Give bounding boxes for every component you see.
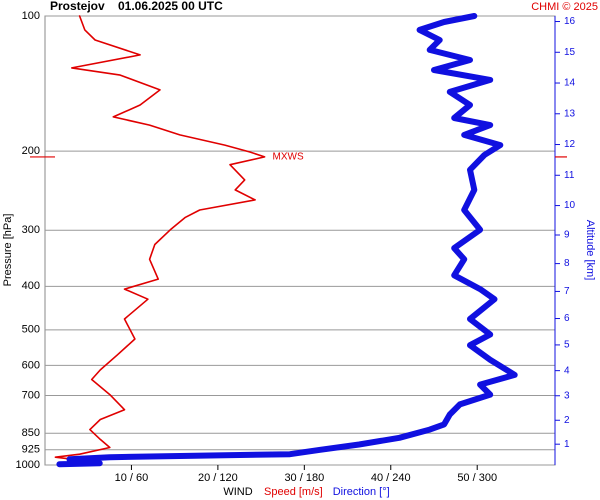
x-axis-label: WIND bbox=[223, 486, 252, 498]
x-tick-label: 10 / 60 bbox=[115, 472, 149, 484]
y-axis-label: Pressure [hPa] bbox=[2, 214, 14, 287]
y2-tick-label: 10 bbox=[564, 200, 576, 211]
y-tick-label: 1000 bbox=[16, 459, 40, 471]
y2-tick-label: 2 bbox=[564, 415, 570, 426]
y2-tick-label: 9 bbox=[564, 230, 570, 241]
y2-axis-label: Altitude [km] bbox=[584, 220, 596, 281]
x-tick-label: 50 / 300 bbox=[457, 472, 497, 484]
y2-tick-label: 13 bbox=[564, 108, 576, 119]
legend-entry: Direction [°] bbox=[333, 486, 390, 498]
y-tick-label: 600 bbox=[22, 359, 40, 371]
credit: CHMI © 2025 bbox=[531, 1, 598, 13]
x-tick-label: 30 / 180 bbox=[284, 472, 324, 484]
y2-tick-label: 7 bbox=[564, 286, 570, 297]
y-tick-label: 500 bbox=[22, 324, 40, 336]
chart-subtitle: 01.06.2025 00 UTC bbox=[118, 0, 223, 13]
series-line bbox=[54, 15, 266, 465]
y2-tick-label: 8 bbox=[564, 258, 570, 269]
y-tick-label: 100 bbox=[22, 10, 40, 22]
y2-tick-label: 5 bbox=[564, 340, 570, 351]
y2-tick-label: 15 bbox=[564, 47, 576, 58]
x-tick-label: 20 / 120 bbox=[198, 472, 238, 484]
y2-tick-label: 6 bbox=[564, 313, 570, 324]
y2-tick-label: 4 bbox=[564, 365, 570, 376]
chart-title: Prostejov bbox=[50, 0, 105, 13]
y2-tick-label: 11 bbox=[564, 170, 575, 181]
y2-tick-label: 12 bbox=[564, 139, 576, 150]
y-tick-label: 300 bbox=[22, 224, 40, 236]
x-tick-label: 40 / 240 bbox=[371, 472, 411, 484]
y-tick-label: 925 bbox=[22, 444, 40, 456]
legend-entry: Speed [m/s] bbox=[264, 486, 323, 498]
y2-tick-label: 3 bbox=[564, 390, 570, 401]
series-line bbox=[56, 13, 518, 468]
y-tick-label: 850 bbox=[22, 427, 40, 439]
y-tick-label: 400 bbox=[22, 280, 40, 292]
y-tick-label: 200 bbox=[22, 145, 40, 157]
y2-tick-label: 16 bbox=[564, 16, 576, 27]
y2-tick-label: 14 bbox=[564, 78, 576, 89]
annotation: MXWS bbox=[273, 152, 304, 163]
y2-tick-label: 1 bbox=[564, 439, 570, 450]
y-tick-label: 700 bbox=[22, 389, 40, 401]
